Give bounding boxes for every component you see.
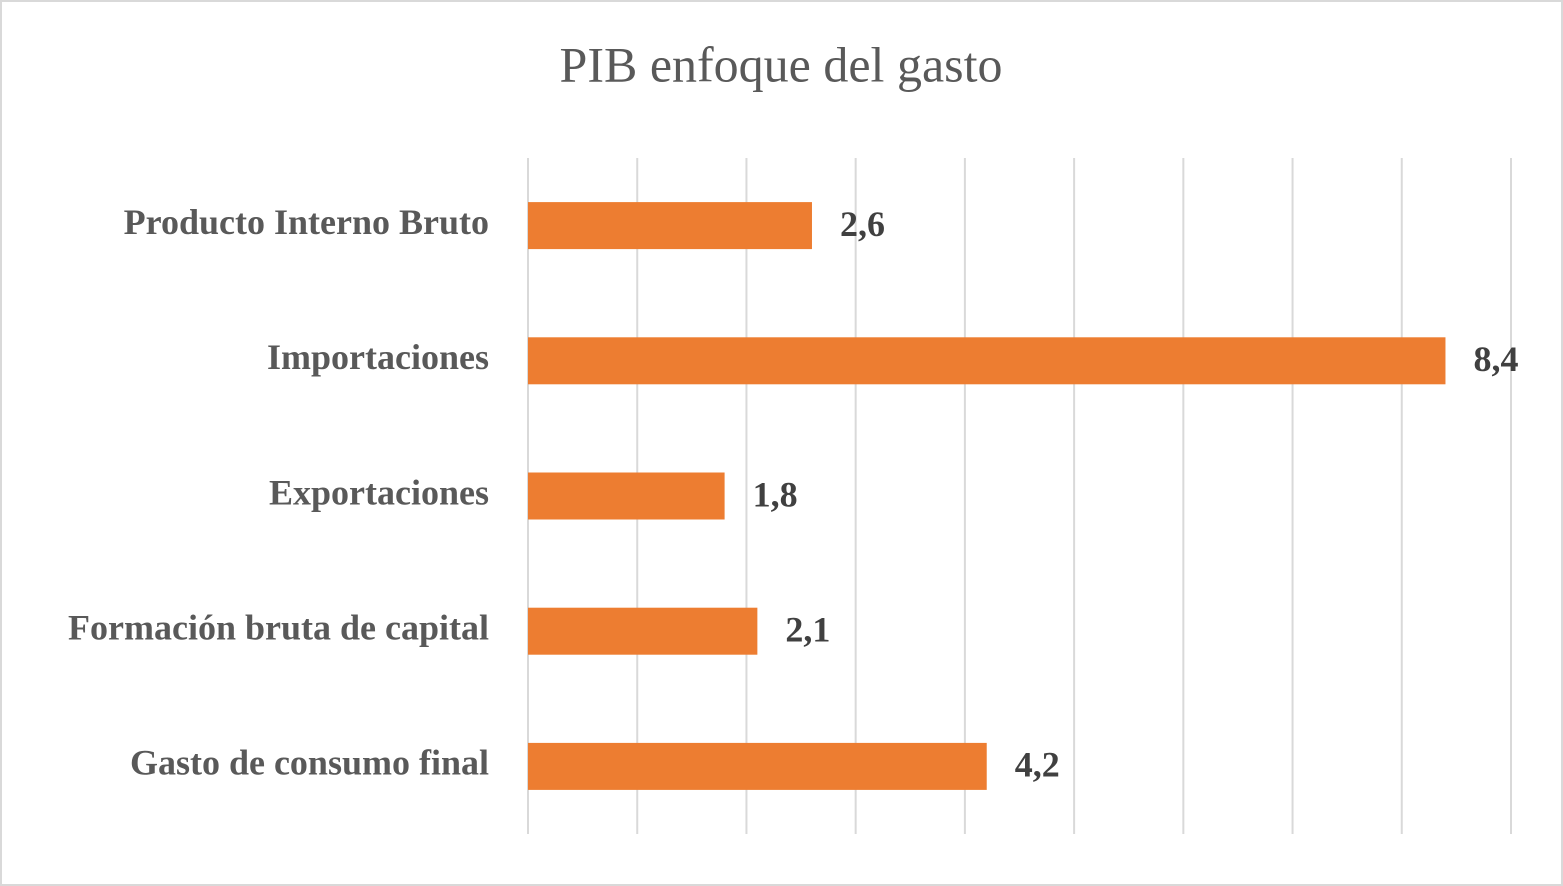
bar xyxy=(528,607,758,655)
data-label: 8,4 xyxy=(1473,339,1518,379)
y-tick-label: Exportaciones xyxy=(269,472,489,512)
y-tick-label: Importaciones xyxy=(267,337,489,377)
data-label: 2,1 xyxy=(785,609,830,649)
bar xyxy=(528,202,812,250)
data-label: 1,8 xyxy=(753,474,798,514)
y-tick-label: Gasto de consumo final xyxy=(130,743,489,783)
data-label: 2,6 xyxy=(840,204,885,244)
chart-title: PIB enfoque del gasto xyxy=(560,36,1003,92)
bar xyxy=(528,337,1446,385)
y-tick-label: Producto Interno Bruto xyxy=(124,202,489,242)
bar xyxy=(528,742,987,790)
bar xyxy=(528,472,725,520)
data-label: 4,2 xyxy=(1015,745,1060,785)
y-tick-label: Formación bruta de capital xyxy=(68,607,489,647)
